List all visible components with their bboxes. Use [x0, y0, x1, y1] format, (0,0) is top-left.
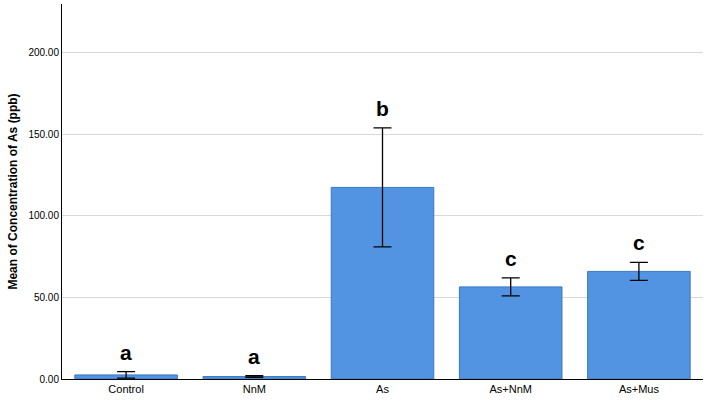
svg-text:a: a [248, 345, 260, 368]
svg-text:As+Mus: As+Mus [619, 383, 660, 395]
svg-text:As: As [376, 383, 389, 395]
svg-text:Control: Control [108, 383, 143, 395]
svg-text:c: c [505, 247, 517, 270]
svg-text:150.00: 150.00 [28, 129, 59, 140]
svg-text:0.00: 0.00 [40, 374, 60, 385]
svg-text:100.00: 100.00 [28, 210, 59, 221]
svg-text:a: a [120, 341, 132, 364]
svg-text:c: c [633, 231, 645, 254]
svg-text:NnM: NnM [243, 383, 266, 395]
svg-text:b: b [376, 97, 389, 120]
svg-text:200.00: 200.00 [28, 47, 59, 58]
svg-text:50.00: 50.00 [34, 292, 59, 303]
svg-text:Mean of Concentration of As (p: Mean of Concentration of As (ppb) [6, 93, 20, 289]
svg-text:As+NnM: As+NnM [489, 383, 532, 395]
